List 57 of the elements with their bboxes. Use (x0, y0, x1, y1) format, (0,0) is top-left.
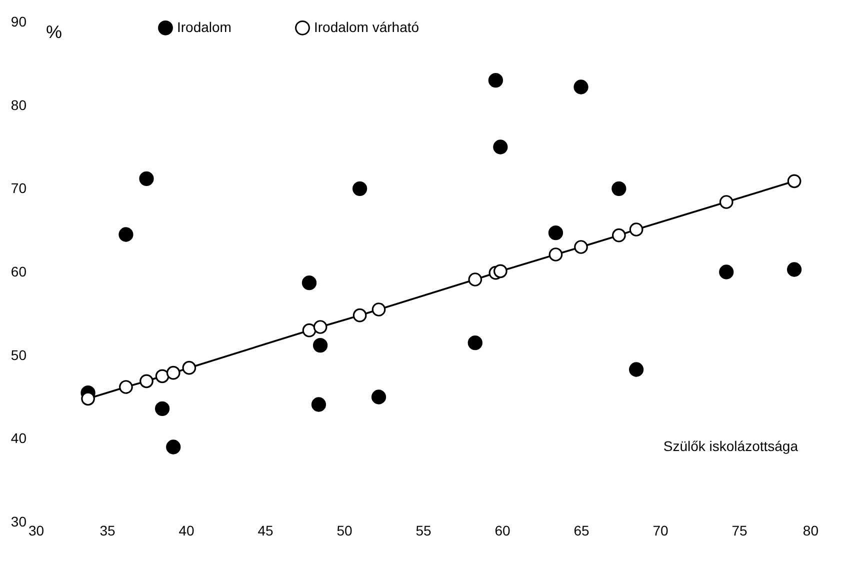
x-tick-label: 75 (732, 522, 748, 538)
y-tick-label: 50 (10, 346, 27, 363)
x-tick-label: 30 (28, 522, 44, 538)
y-tick-label: 80 (10, 96, 27, 113)
point (352, 308, 367, 322)
y-tick-label: 40 (10, 430, 27, 446)
point (312, 338, 328, 353)
point (311, 397, 326, 412)
point (140, 374, 154, 388)
y-tick-label: 70 (10, 180, 27, 196)
x-tick-label: 80 (802, 522, 819, 538)
point (154, 401, 170, 416)
point (548, 226, 564, 240)
point (786, 262, 802, 277)
point (81, 392, 95, 406)
point (493, 140, 508, 154)
legend-label: Irodalom várható (314, 18, 420, 35)
point (352, 181, 368, 196)
point (488, 73, 503, 88)
x-tick-label: 50 (336, 522, 352, 538)
point (612, 228, 626, 242)
point (313, 320, 328, 334)
x-axis-title: Szülők iskolázottsága (663, 438, 798, 454)
point (118, 227, 134, 242)
x-tick-label: 70 (652, 522, 668, 538)
point (372, 302, 386, 316)
point (468, 272, 482, 286)
point (719, 195, 734, 209)
point (493, 264, 508, 278)
y-tick-label: 90 (10, 14, 27, 30)
point (166, 440, 181, 454)
y-tick-label: 60 (10, 264, 27, 280)
point (182, 360, 196, 375)
point (155, 369, 170, 384)
point (574, 240, 588, 254)
point (119, 380, 133, 394)
point (628, 362, 644, 377)
point (719, 264, 734, 280)
x-tick-label: 40 (178, 522, 194, 538)
point (302, 323, 316, 338)
x-tick-label: 45 (258, 522, 274, 538)
point (787, 174, 802, 188)
x-tick-label: 35 (100, 522, 116, 538)
point (302, 276, 317, 290)
x-tick-label: 60 (494, 522, 510, 538)
point (371, 390, 386, 404)
point (166, 366, 180, 380)
point (612, 181, 626, 196)
point (139, 171, 154, 186)
x-tick-label: 55 (416, 522, 432, 538)
point (629, 222, 644, 236)
y-axis-title: % (46, 22, 62, 42)
x-tick-label: 65 (574, 522, 590, 538)
point (468, 336, 482, 350)
legend-label: Irodalom (177, 18, 232, 35)
point (548, 248, 563, 262)
point (574, 80, 588, 94)
